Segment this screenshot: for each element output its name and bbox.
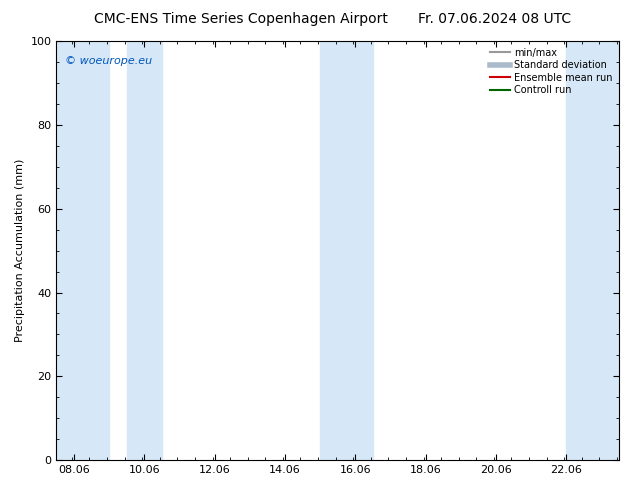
Legend: min/max, Standard deviation, Ensemble mean run, Controll run: min/max, Standard deviation, Ensemble me… [488, 46, 614, 97]
Bar [566, 41, 619, 460]
Bar [127, 41, 162, 460]
Bar [56, 41, 109, 460]
Y-axis label: Precipitation Accumulation (mm): Precipitation Accumulation (mm) [15, 159, 25, 343]
Text: © woeurope.eu: © woeurope.eu [65, 56, 152, 66]
Bar [320, 41, 373, 460]
Text: CMC-ENS Time Series Copenhagen Airport: CMC-ENS Time Series Copenhagen Airport [94, 12, 388, 26]
Text: Fr. 07.06.2024 08 UTC: Fr. 07.06.2024 08 UTC [418, 12, 571, 26]
